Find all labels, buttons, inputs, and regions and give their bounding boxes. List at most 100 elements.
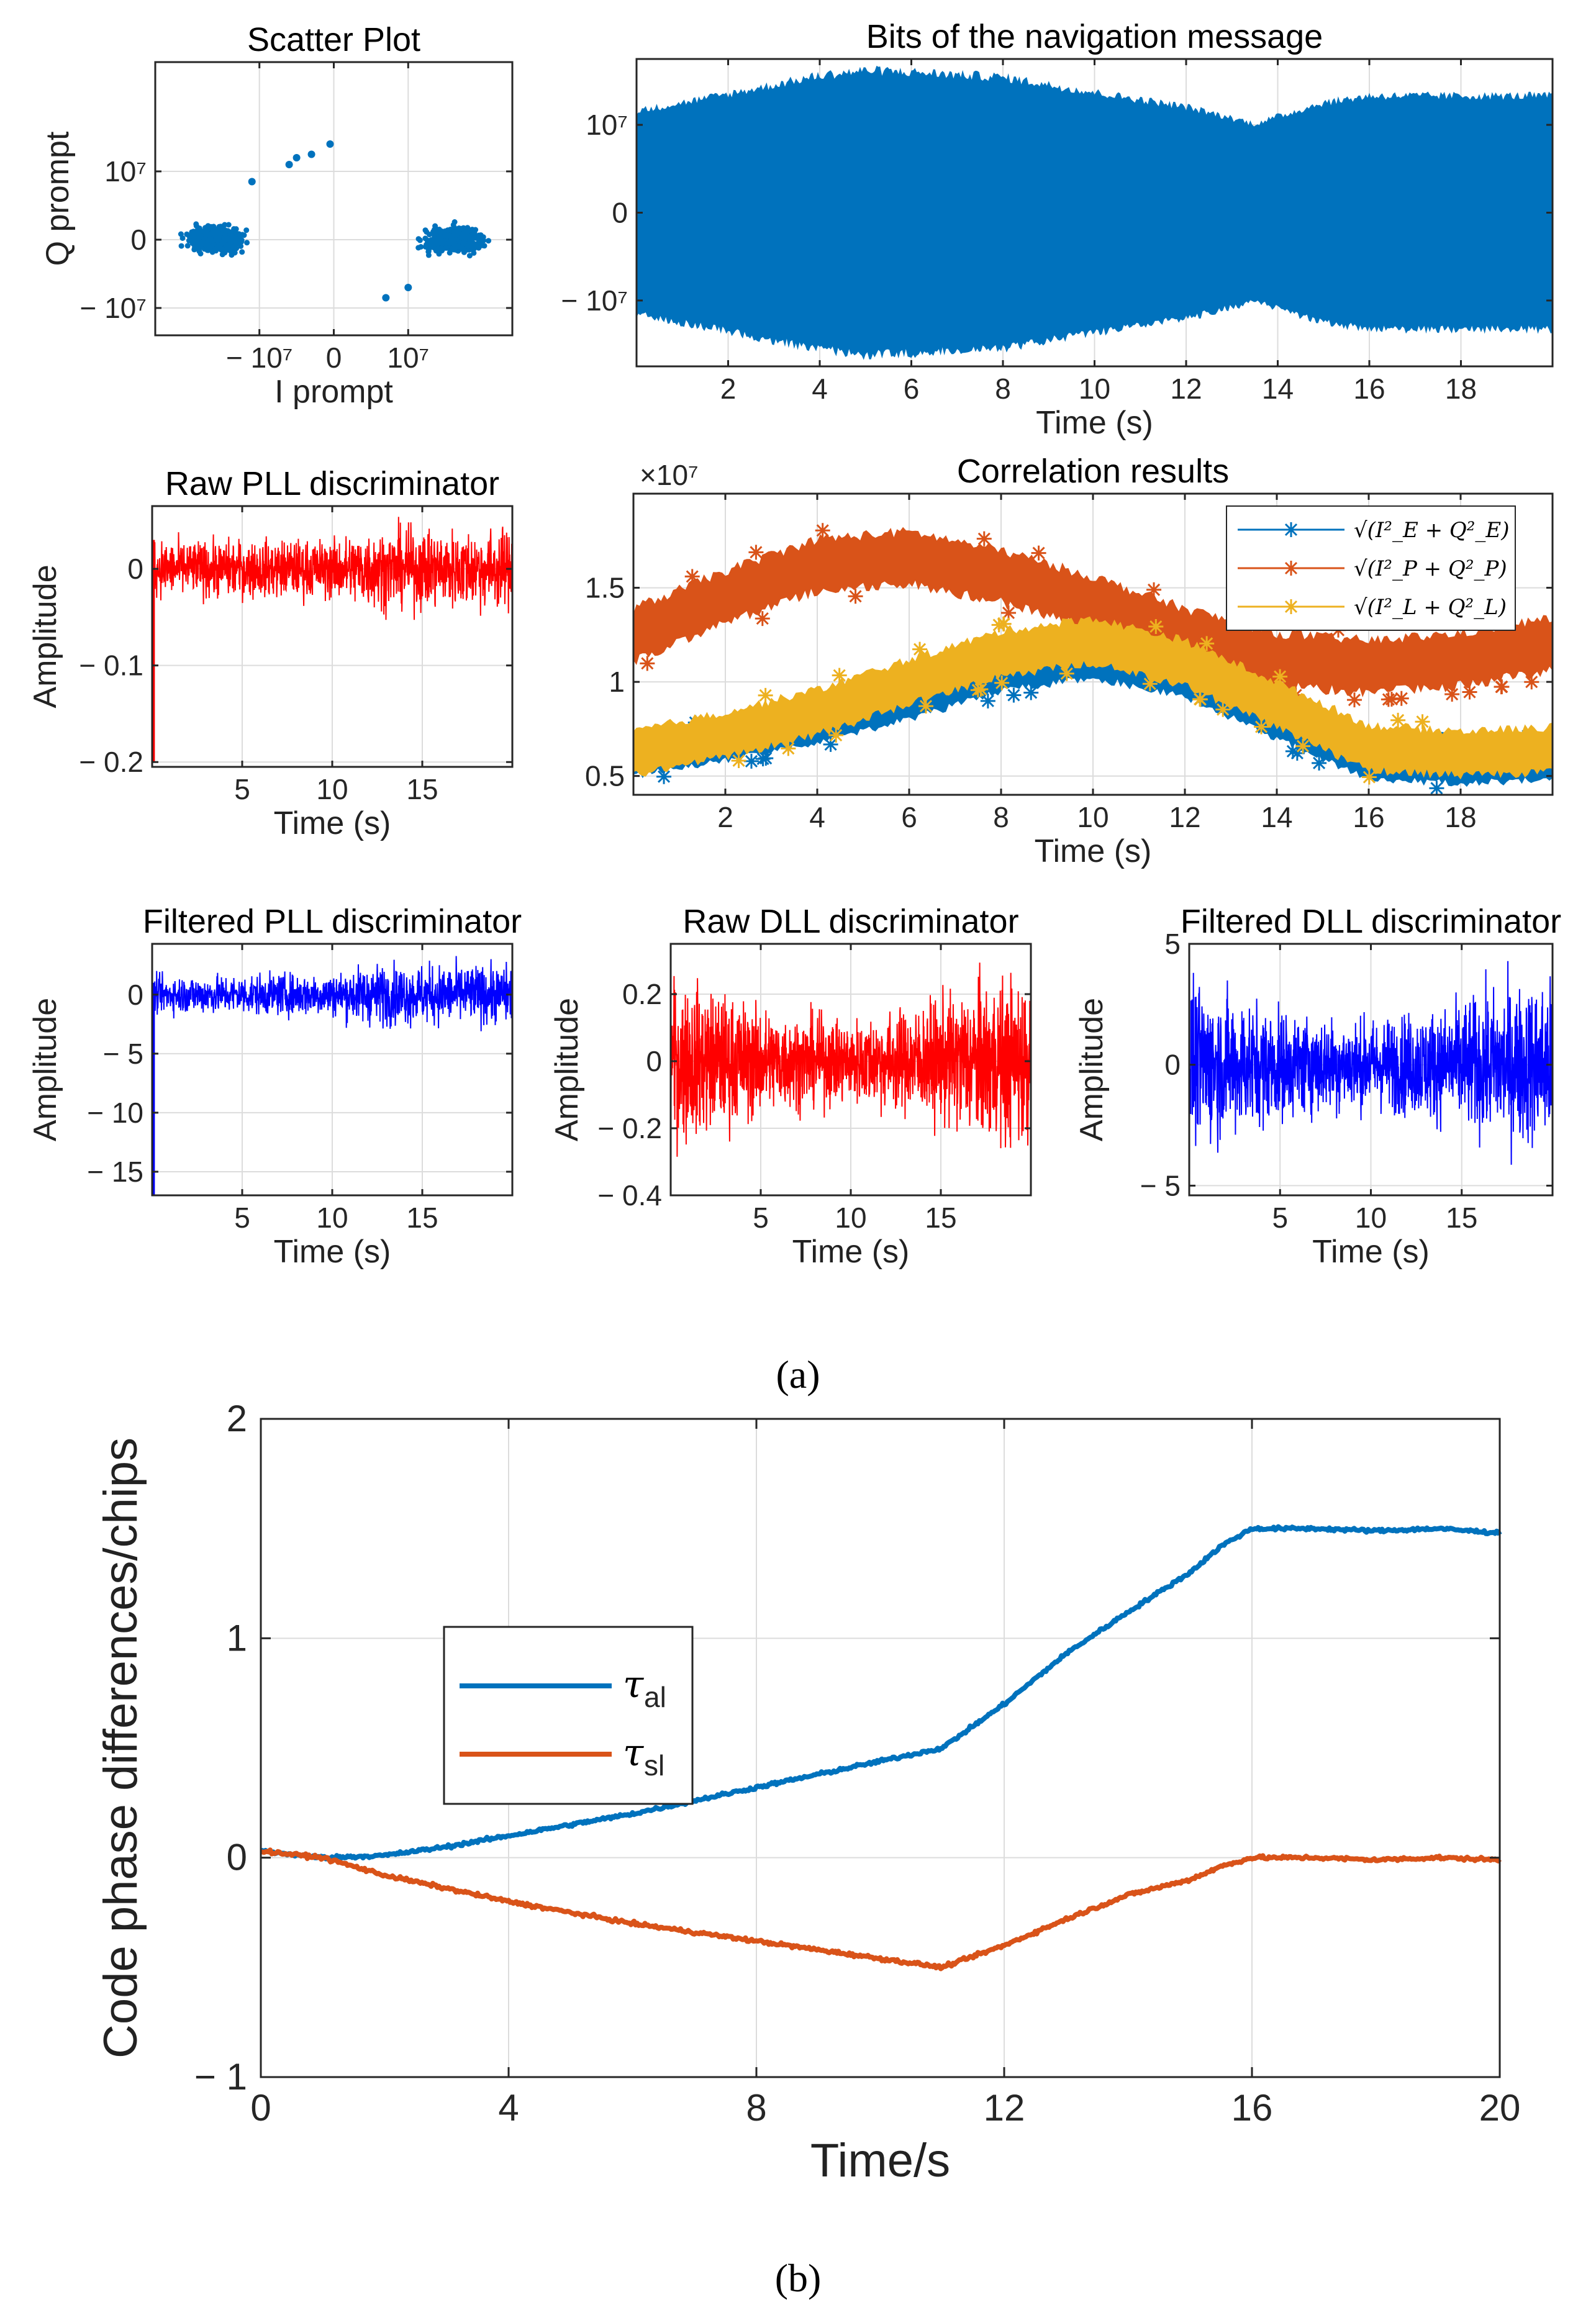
x-axis-label: Time/s [810, 2134, 950, 2187]
scatter-outlier-point [404, 284, 412, 291]
y-tick-label: 2 [227, 1398, 247, 1439]
x-tick-label: 18 [1444, 801, 1476, 833]
x-tick-label: 5 [753, 1202, 769, 1234]
x-tick-label: 10 [1355, 1202, 1387, 1234]
scatter-point [224, 245, 230, 251]
chart-corr: 2 4 6 8 10 12 14 16 18 0.5 1 1.5 Correlation results… [585, 453, 1554, 869]
raw-dll-line [670, 962, 1032, 1160]
scatter-point [197, 233, 203, 239]
correlation-star-marker [1381, 692, 1396, 707]
x-tick-label: 8 [995, 373, 1011, 405]
scatter-point [423, 242, 429, 248]
x-tick-label: 5 [1272, 1202, 1288, 1234]
correlation-star-marker [758, 687, 773, 703]
x-axis-label: Time (s) [274, 805, 391, 841]
scatter-point [476, 245, 482, 251]
chart-title: Raw DLL discriminator [682, 903, 1018, 940]
y-tick-label: 0.2 [622, 978, 662, 1010]
chart-rawdll: 5 10 15 0.2 0 − 0.2 − 0.4 Raw DLL discriminator… [549, 903, 1032, 1270]
x-tick-label: 20 [1479, 2087, 1521, 2129]
correlation-star-marker [1524, 674, 1539, 690]
correlation-star-marker [1394, 690, 1409, 706]
correlation-star-marker [1444, 687, 1460, 702]
plot-area [637, 65, 1553, 360]
correlation-star-marker [991, 617, 1007, 633]
scatter-point [431, 238, 437, 244]
scatter-point [217, 242, 223, 248]
x-tick-label: 16 [1231, 2087, 1273, 2129]
chart-title: Filtered DLL discriminator [1181, 903, 1561, 940]
x-tick-label: 4 [809, 801, 825, 833]
correlation-series-3 [633, 616, 1553, 785]
x-tick-label: 2 [717, 801, 733, 833]
correlation-star-marker [1312, 755, 1327, 771]
legend-star-icon [1284, 522, 1299, 537]
x-tick-label: 15 [1446, 1202, 1477, 1234]
correlation-star-marker [1462, 684, 1477, 700]
y-tick-label: − 10⁷ [561, 284, 628, 317]
y-tick-label: 1 [227, 1617, 247, 1659]
scatter-point [223, 228, 229, 234]
x-tick-label: 10 [835, 1202, 866, 1234]
correlation-star-marker [1415, 714, 1430, 730]
filtered-pll-line [152, 956, 513, 1031]
correlation-star-marker [995, 616, 1011, 632]
x-tick-label: 2 [720, 373, 737, 405]
x-tick-label: 18 [1445, 373, 1477, 405]
legend-label: √(I²_E + Q²_E) [1354, 518, 1510, 543]
plot-area [1189, 961, 1553, 1165]
chart-bits: 2 4 6 8 10 12 14 16 18 − 10⁷ 0 10⁷ Bits of the navig… [561, 18, 1554, 441]
x-tick-label: 12 [984, 2087, 1025, 2129]
scatter-point [447, 250, 453, 256]
plot-area [670, 962, 1032, 1160]
scatter-point [196, 248, 202, 254]
scatter-point [445, 227, 451, 233]
plot-area [152, 956, 513, 1195]
scatter-outlier-point [307, 150, 315, 158]
scatter-point [424, 229, 430, 235]
scatter-point [486, 238, 492, 244]
scatter-point [476, 233, 483, 240]
scatter-point [425, 252, 432, 258]
legend-label: √(I²_P + Q²_P) [1354, 556, 1507, 581]
correlation-star-marker [1494, 679, 1509, 695]
code-phase-legend: τ alτ sl [443, 1626, 694, 1805]
x-tick-label: − 10⁷ [226, 342, 292, 374]
y-tick-label: 0 [646, 1045, 662, 1077]
caption-a: (a) [776, 1352, 820, 1397]
correlation-star-marker [758, 751, 774, 766]
y-tick-label: 1 [609, 666, 625, 698]
scatter-point [451, 247, 457, 252]
scatter-outlier-point [285, 161, 293, 168]
scatter-point [462, 233, 468, 239]
x-tick-label: 10⁷ [387, 342, 429, 374]
correlation-star-marker [1006, 687, 1022, 703]
scatter-point [222, 236, 229, 242]
correlation-band [633, 638, 1553, 787]
y-axis-exponent: ×10⁷ [640, 459, 699, 491]
correlation-star-marker [640, 656, 655, 671]
scatter-point [451, 229, 457, 235]
scatter-outlier-point [382, 294, 390, 302]
y-tick-label: 1.5 [585, 572, 625, 604]
y-tick-label: − 10⁷ [80, 292, 147, 324]
correlation-star-marker [973, 681, 989, 697]
x-tick-label: 16 [1353, 801, 1384, 833]
navigation-bits-signal [637, 65, 1553, 360]
scatter-outlier-point [292, 154, 301, 161]
y-tick-label: − 15 [87, 1156, 143, 1188]
scatter-point [193, 221, 199, 227]
correlation-star-marker [684, 569, 700, 584]
x-tick-label: 10 [316, 773, 348, 805]
y-axis-label: Amplitude [1074, 998, 1110, 1141]
scatter-point [451, 241, 457, 247]
x-axis-label: Time (s) [1035, 833, 1152, 869]
x-axis-label: Time (s) [1036, 405, 1153, 441]
scatter-point [243, 227, 250, 233]
scatter-point [192, 229, 198, 235]
correlation-star-marker [731, 753, 746, 768]
chart-title: Raw PLL discriminator [165, 465, 499, 502]
scatter-outlier-point [326, 140, 334, 148]
y-tick-label: 0 [227, 1837, 247, 1878]
x-tick-label: 6 [904, 373, 920, 405]
